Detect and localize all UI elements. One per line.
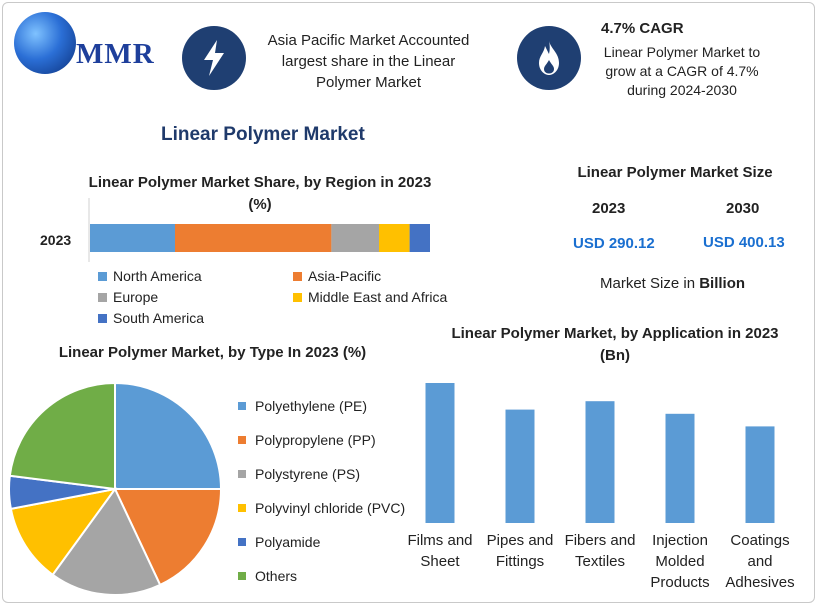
application-category-label: Coatings and Adhesives <box>720 530 800 593</box>
brand-logo-text: MMR <box>76 38 155 70</box>
market-size-title: Linear Polymer Market Size <box>577 164 773 181</box>
application-bar-fibers-and-textiles <box>585 401 615 523</box>
legend-swatch <box>238 470 246 478</box>
application-category-label: Fibers and Textiles <box>560 530 640 572</box>
header-region-text: Asia Pacific Market Accounted largest sh… <box>267 32 470 91</box>
market-size-note: Market Size in Billion <box>600 275 745 292</box>
category-label-line: Pipes and <box>486 532 554 549</box>
type-pie-chart <box>8 381 223 596</box>
application-category-label: Films and Sheet <box>400 530 480 572</box>
pie-slice-others <box>8 381 116 491</box>
region-bar-segment-north-america <box>90 224 175 252</box>
type-legend-item: Others <box>238 568 297 584</box>
market-size-note-unit: Billion <box>699 275 746 292</box>
region-bar-segment-middle-east-and-africa <box>379 224 410 252</box>
pie-slice-polyvinyl-chloride-pvc <box>9 487 118 577</box>
legend-label: Polyamide <box>255 534 321 550</box>
category-label-line: Sheet <box>420 553 460 570</box>
legend-label: South America <box>113 310 205 326</box>
region-chart-title: Linear Polymer Market Share, by Region i… <box>88 174 432 213</box>
legend-swatch <box>98 271 107 281</box>
legend-swatch <box>238 538 246 546</box>
category-label-line: Molded <box>655 553 705 570</box>
legend-swatch <box>238 436 246 444</box>
legend-swatch <box>238 572 246 580</box>
legend-swatch <box>293 271 302 281</box>
application-bar-pipes-and-fittings <box>505 409 535 523</box>
category-label-line: Coatings <box>730 532 790 549</box>
category-label-line: Adhesives <box>725 574 795 591</box>
pie-slice-polystyrene-ps <box>51 487 162 596</box>
application-bar-chart <box>425 383 775 523</box>
region-bar-segment-south-america <box>409 224 430 252</box>
region-stacked-bar-chart <box>88 198 430 262</box>
category-label-line: Fittings <box>495 553 545 570</box>
legend-label: Polypropylene (PP) <box>255 432 376 448</box>
category-label-line: Textiles <box>574 553 626 570</box>
legend-label: Europe <box>113 289 159 305</box>
application-bar-injection-molded-products <box>665 413 695 523</box>
region-legend-item: South America <box>98 310 204 326</box>
lightning-icon <box>182 26 246 90</box>
legend-swatch <box>238 402 246 410</box>
category-label-line: and <box>747 553 773 570</box>
market-size-year-2023: 2023 <box>592 200 626 217</box>
region-bar-category-label: 2023 <box>40 232 72 248</box>
category-label-line: Fibers and <box>564 532 636 549</box>
category-label-line: Films and <box>407 532 473 549</box>
region-bar-segment-europe <box>331 224 379 252</box>
application-category-label: Injection Molded Products <box>640 530 720 593</box>
region-bar-segment-asia-pacific <box>175 224 332 252</box>
cagr-text: Linear Polymer Market to grow at a CAGR … <box>603 44 761 98</box>
type-legend-item: Polyvinyl chloride (PVC) <box>238 500 405 516</box>
region-legend-item: Europe <box>98 289 158 305</box>
region-legend-item: North America <box>98 268 202 284</box>
type-legend-item: Polypropylene (PP) <box>238 432 376 448</box>
legend-swatch <box>98 313 107 323</box>
category-label-line: Products <box>650 574 710 591</box>
region-legend-item: Middle East and Africa <box>293 289 447 305</box>
type-chart-title: Linear Polymer Market, by Type In 2023 (… <box>58 344 367 361</box>
legend-label: Polystyrene (PS) <box>255 466 361 482</box>
cagr-title: 4.7% CAGR <box>601 20 684 37</box>
region-legend-item: Asia-Pacific <box>293 268 381 284</box>
flame-icon <box>517 26 581 90</box>
legend-label: Polyvinyl chloride (PVC) <box>255 500 406 516</box>
application-chart-title: Linear Polymer Market, by Application in… <box>451 325 779 364</box>
type-legend-item: Polystyrene (PS) <box>238 466 360 482</box>
globe-logo-icon <box>14 12 76 74</box>
market-size-note-prefix: Market Size in <box>600 275 700 292</box>
page-title: Linear Polymer Market <box>161 124 365 145</box>
legend-label: North America <box>113 268 202 284</box>
legend-label: Others <box>255 568 298 584</box>
type-legend-item: Polyethylene (PE) <box>238 398 367 414</box>
legend-swatch <box>293 292 302 302</box>
pie-slice-polyethylene-pe <box>114 381 223 490</box>
legend-swatch <box>238 504 246 512</box>
market-size-value-2030: USD 400.13 <box>703 234 785 251</box>
application-category-label: Pipes and Fittings <box>480 530 560 572</box>
application-bar-coatings-and-adhesives <box>745 426 775 523</box>
legend-label: Asia-Pacific <box>308 268 382 284</box>
category-label-line: Injection <box>652 532 708 549</box>
legend-label: Polyethylene (PE) <box>255 398 368 414</box>
application-bar-films-and-sheet <box>425 383 455 523</box>
market-size-value-2023: USD 290.12 <box>573 235 655 252</box>
legend-swatch <box>98 292 107 302</box>
legend-label: Middle East and Africa <box>308 289 448 305</box>
pie-slice-polypropylene-pp <box>113 488 223 587</box>
type-legend-item: Polyamide <box>238 534 320 550</box>
market-size-year-2030: 2030 <box>726 200 760 217</box>
